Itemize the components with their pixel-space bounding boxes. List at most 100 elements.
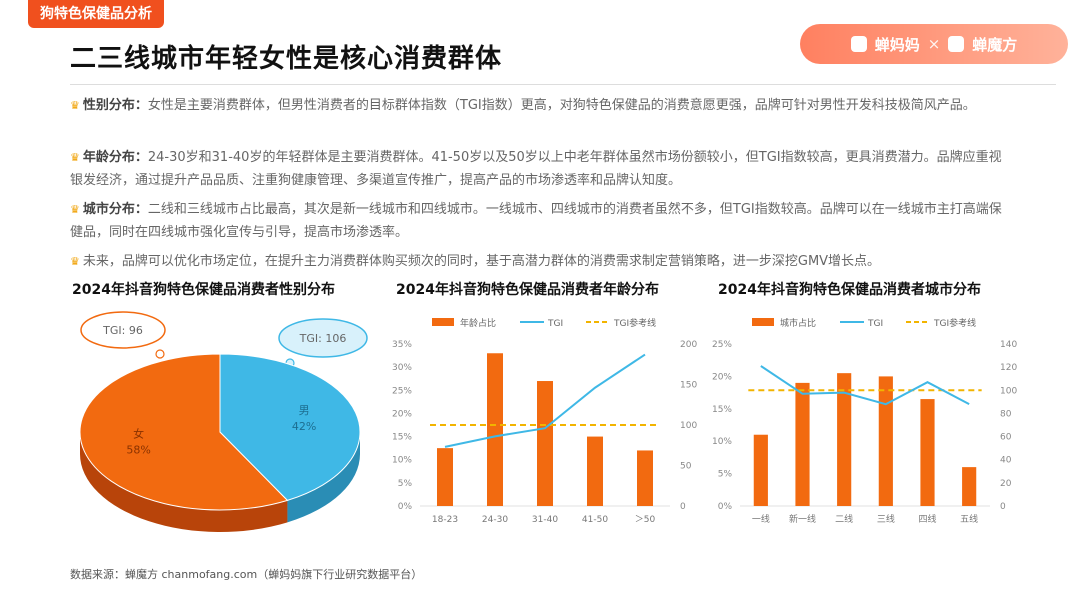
point-label: 年龄分布： xyxy=(82,150,148,165)
age-y-tick: 25% xyxy=(392,386,412,396)
age-y-tick: 0% xyxy=(398,502,413,512)
city-y-tick: 0% xyxy=(718,502,733,512)
city-bar xyxy=(878,376,893,506)
data-source-note: 数据来源：蝉魔方 chanmofang.com（蝉妈妈旗下行业研究数据平台） xyxy=(70,568,423,581)
point-text: 女性是主要消费群体，但男性消费者的目标群体指数（TGI指数）更高，对狗特色保健品… xyxy=(147,98,976,113)
city-x-tick: 一线 xyxy=(752,513,770,525)
age-bar xyxy=(587,436,603,506)
city-x-tick: 三线 xyxy=(877,513,895,525)
point-gender: ♛ 性别分布：女性是主要消费群体，但男性消费者的目标群体指数（TGI指数）更高，对… xyxy=(70,94,1010,117)
age-y2-tick: 200 xyxy=(680,340,697,350)
city-y-tick: 15% xyxy=(712,405,732,415)
brand-left: 蝉妈妈 xyxy=(874,35,920,54)
city-y-tick: 20% xyxy=(712,372,732,382)
age-bar xyxy=(637,450,653,506)
age-bar xyxy=(487,353,503,506)
age-legend: 年龄占比 TGI TGI参考线 xyxy=(432,317,656,329)
city-x-tick: 新一线 xyxy=(789,513,816,525)
age-bar-line-chart: 年龄占比 TGI TGI参考线 0% 5% 10% 15% 20% 25% 30% 35% 0 50 10… xyxy=(392,317,697,525)
city-bar xyxy=(920,399,935,506)
city-y2-tick: 120 xyxy=(1000,363,1017,373)
tgi-cloud-female: TGI: 96 xyxy=(80,311,174,367)
city-bar xyxy=(837,373,852,506)
crown-icon: ♛ xyxy=(70,151,80,164)
city-legend-tgi-label: TGI xyxy=(867,319,883,329)
city-x-tick: 二线 xyxy=(835,513,853,525)
city-y2-tick: 0 xyxy=(1000,502,1006,512)
tgi-label-male: TGI: 106 xyxy=(299,332,347,345)
point-text: 二线和三线城市占比最高，其次是新一线城市和四线城市。一线城市、四线城市的消费者虽… xyxy=(70,202,1002,240)
age-y2-tick: 0 xyxy=(680,502,686,512)
point-label: 城市分布： xyxy=(82,202,148,217)
age-legend-bar-label: 年龄占比 xyxy=(460,317,496,329)
pie-side-female xyxy=(80,432,288,532)
age-y2-tick: 100 xyxy=(680,421,697,431)
city-bar xyxy=(795,382,810,506)
city-y2-tick: 80 xyxy=(1000,409,1012,419)
title-divider xyxy=(70,84,1056,85)
age-x-tick: 31-40 xyxy=(532,515,558,525)
city-y-tick: 10% xyxy=(712,437,732,447)
brand-separator: × xyxy=(927,35,941,53)
pie-label-female-name: 女 xyxy=(133,427,144,441)
brand-logo-bar: 蝉妈妈 × 蝉魔方 xyxy=(800,24,1068,64)
age-x-tick: 41-50 xyxy=(582,515,608,525)
age-legend-bar-swatch xyxy=(432,318,454,326)
point-text: 24-30岁和31-40岁的年轻群体是主要消费群体。41-50岁以及50岁以上中… xyxy=(70,150,1002,188)
chanmofang-logo-icon xyxy=(948,36,965,52)
age-y2-tick: 150 xyxy=(680,381,697,391)
age-chart-title: 2024年抖音狗特色保健品消费者年龄分布 xyxy=(396,282,659,298)
city-bar xyxy=(962,467,977,506)
age-y-tick: 15% xyxy=(392,433,412,443)
age-x-tick: ＞50 xyxy=(635,515,656,525)
age-bar xyxy=(437,448,453,506)
pie-label-male-name: 男 xyxy=(299,404,310,417)
age-legend-ref-label: TGI参考线 xyxy=(613,317,656,329)
crown-icon: ♛ xyxy=(70,255,80,268)
pie-slice-female xyxy=(79,353,289,511)
city-legend-bar-label: 城市占比 xyxy=(780,317,816,329)
age-y-tick: 5% xyxy=(398,479,413,489)
city-y2-tick: 140 xyxy=(1000,340,1017,350)
age-y-tick: 20% xyxy=(392,409,412,419)
point-city: ♛ 城市分布：二线和三线城市占比最高，其次是新一线城市和四线城市。一线城市、四线城… xyxy=(70,198,1010,244)
pie-label-male-value: 42% xyxy=(292,420,316,433)
page-title: 二三线城市年轻女性是核心消费群体 xyxy=(70,44,503,74)
age-legend-tgi-label: TGI xyxy=(547,319,563,329)
age-x-tick: 24-30 xyxy=(482,515,508,525)
city-legend: 城市占比 TGI TGI参考线 xyxy=(752,317,976,329)
crown-icon: ♛ xyxy=(70,203,80,216)
pie-label-female-value: 58% xyxy=(126,444,150,457)
point-label: 性别分布： xyxy=(82,98,148,113)
city-legend-bar-swatch xyxy=(752,318,774,326)
point-age: ♛ 年龄分布：24-30岁和31-40岁的年轻群体是主要消费群体。41-50岁以及… xyxy=(70,146,1010,192)
city-y-tick: 5% xyxy=(718,470,733,480)
age-y-tick: 30% xyxy=(392,363,412,373)
gender-pie-chart: TGI: 96 TGI: 106 女 58% 男 42% xyxy=(79,311,368,532)
pie-slice-male xyxy=(219,353,361,501)
point-future: ♛ 未来，品牌可以优化市场定位，在提升主力消费群体购买频次的同时，基于高潜力群体的… xyxy=(70,250,1010,273)
crown-icon: ♛ xyxy=(70,99,80,112)
section-tag: 狗特色保健品分析 xyxy=(28,0,164,28)
gender-chart-title: 2024年抖音狗特色保健品消费者性别分布 xyxy=(72,282,335,298)
city-y2-tick: 100 xyxy=(1000,386,1017,396)
age-y2-tick: 50 xyxy=(680,462,692,472)
age-y-tick: 35% xyxy=(392,340,412,350)
city-tgi-line xyxy=(760,365,970,406)
city-y2-tick: 20 xyxy=(1000,479,1012,489)
city-bar xyxy=(753,434,768,506)
city-y-tick: 25% xyxy=(712,340,732,350)
city-chart-title: 2024年抖音狗特色保健品消费者城市分布 xyxy=(718,282,981,298)
pie-side-male xyxy=(287,432,360,523)
age-y-tick: 10% xyxy=(392,456,412,466)
age-x-tick: 18-23 xyxy=(432,515,458,525)
city-legend-ref-label: TGI参考线 xyxy=(933,317,976,329)
city-y2-tick: 40 xyxy=(1000,456,1012,466)
city-x-tick: 四线 xyxy=(918,513,936,525)
city-x-tick: 五线 xyxy=(960,513,978,525)
brand-right: 蝉魔方 xyxy=(972,35,1018,54)
point-text: 未来，品牌可以优化市场定位，在提升主力消费群体购买频次的同时，基于高潜力群体的消… xyxy=(82,254,881,269)
city-bar-line-chart: 城市占比 TGI TGI参考线 0% 5% 10% 15% 20% 25% 0 20 40 60 80 10… xyxy=(712,317,1017,525)
age-tgi-line xyxy=(444,353,646,448)
city-y2-tick: 60 xyxy=(1000,433,1012,443)
